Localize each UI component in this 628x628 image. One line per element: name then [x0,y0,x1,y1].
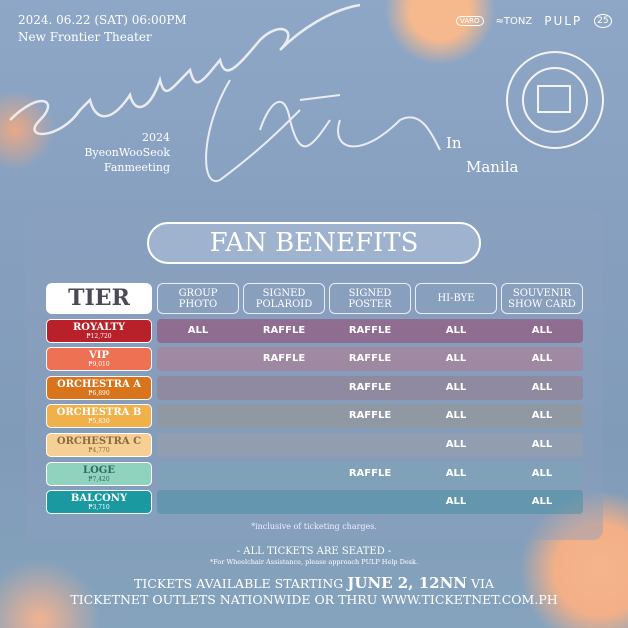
tier-badge: ROYALTY ₱12,720 [46,319,152,343]
benefit-cell: RAFFLE [348,353,392,364]
benefit-cell: RAFFLE [348,410,392,421]
event-year: 2024 [142,131,170,144]
city-label: Manila [466,158,519,176]
benefit-cell: ALL [445,410,467,421]
tier-badge: VIP ₱9,010 [46,347,152,371]
logo-varo: VARO [456,16,484,26]
event-venue: New Frontier Theater [18,30,152,44]
benefit-cell: RAFFLE [262,325,306,336]
benefit-cell: ALL [187,325,209,336]
benefit-cell: ALL [531,382,553,393]
column-header: SIGNED POSTER [329,283,411,314]
tier-name: ORCHESTRA B [56,407,142,418]
avail-pre: TICKETS AVAILABLE STARTING [134,576,348,591]
wheelchair-note: *For Wheelchair Assistance, please appro… [209,558,419,566]
table-row [157,404,583,428]
benefit-cell: ALL [445,382,467,393]
benefit-cell: RAFFLE [348,325,392,336]
benefit-cell: ALL [531,353,553,364]
summer-letter-logo [9,3,604,183]
avail-date: JUNE 2, 12NN [347,574,467,592]
benefit-cell [243,376,325,400]
tier-badge: ORCHESTRA A ₱6,890 [46,376,152,400]
table-row [157,319,583,343]
benefit-cell [157,404,239,428]
benefit-cell: ALL [531,468,553,479]
column-header-label: SIGNED POLAROID [255,287,313,310]
column-header: GROUP PHOTO [157,283,239,314]
logo-tonz: ≈TONZ [495,15,533,27]
event-subtitle: 2024 ByeonWooSeok Fanmeeting [60,130,170,175]
benefit-cell [157,490,239,514]
benefit-cell [157,462,239,486]
table-row [157,376,583,400]
benefit-cell: ALL [445,496,467,507]
column-header-label: SIGNED POSTER [348,287,392,310]
column-header: HI-BYE [415,283,497,314]
benefit-cell: ALL [531,496,553,507]
benefit-cell: ALL [531,410,553,421]
tier-name: ORCHESTRA A [56,379,142,390]
seated-note: - ALL TICKETS ARE SEATED - [236,546,392,557]
benefit-cell: RAFFLE [348,382,392,393]
table-row [157,433,583,457]
event-type: Fanmeeting [103,161,170,174]
benefit-cell [329,490,411,514]
column-header: SIGNED POLAROID [243,283,325,314]
tier-price: ₱5,830 [88,418,110,425]
benefit-cell [157,376,239,400]
benefit-cell: ALL [531,325,553,336]
benefit-cell: RAFFLE [262,353,306,364]
benefit-cell: ALL [445,439,467,450]
tier-price: ₱3,710 [88,504,110,511]
event-info: 2024. 06.22 (SAT) 06:00PM New Frontier T… [18,12,187,46]
benefit-cell: ALL [445,468,467,479]
tier-price: ₱7,420 [88,476,110,483]
table-row [157,462,583,486]
inclusive-note: *inclusive of ticketing charges. [251,522,377,531]
tier-name: BALCONY [70,493,128,504]
column-header-label: GROUP PHOTO [178,287,218,310]
benefit-cell: ALL [445,325,467,336]
benefit-cell [243,462,325,486]
tier-name: LOGE [83,465,115,476]
benefit-cell [329,433,411,457]
benefit-cell [243,433,325,457]
tier-price: ₱12,720 [86,333,112,340]
column-header-label: HI-BYE [437,293,475,304]
tier-header: TIER [46,283,152,314]
tier-badge: ORCHESTRA B ₱5,830 [46,404,152,428]
benefit-cell: ALL [531,439,553,450]
tier-badge: BALCONY ₱3,710 [46,490,152,514]
benefit-cell [157,347,239,371]
tier-name: VIP [89,350,109,361]
table-row [157,347,583,371]
column-header: SOUVENIR SHOW CARD [501,283,583,314]
outlets-line: TICKETNET OUTLETS NATIONWIDE OR THRU WWW… [70,592,558,607]
tier-price: ₱4,770 [88,447,110,454]
benefit-cell: RAFFLE [348,468,392,479]
table-row [157,490,583,514]
logo-25: 25 [594,14,612,28]
tier-price: ₱6,890 [88,390,110,397]
benefit-cell [243,490,325,514]
benefit-cell [157,433,239,457]
benefit-cell [243,404,325,428]
benefit-cell: ALL [445,353,467,364]
artist-name: ByeonWooSeok [84,146,170,159]
availability-line: TICKETS AVAILABLE STARTING JUNE 2, 12NN … [0,574,628,592]
tier-badge: ORCHESTRA C ₱4,770 [46,433,152,457]
tier-price: ₱9,010 [88,361,110,368]
column-header-label: SOUVENIR SHOW CARD [508,287,576,310]
in-label: In [446,134,462,152]
avail-post: VIA [467,576,494,591]
logo-pulp: PULP [544,14,583,28]
tier-badge: LOGE ₱7,420 [46,462,152,486]
event-datetime: 2024. 06.22 (SAT) 06:00PM [18,13,187,27]
tier-name: ROYALTY [72,322,126,333]
fan-benefits-heading: FAN BENEFITS [147,222,481,264]
sponsor-logos: VARO ≈TONZ PULP 25 [456,14,612,28]
tier-name: ORCHESTRA C [56,436,142,447]
